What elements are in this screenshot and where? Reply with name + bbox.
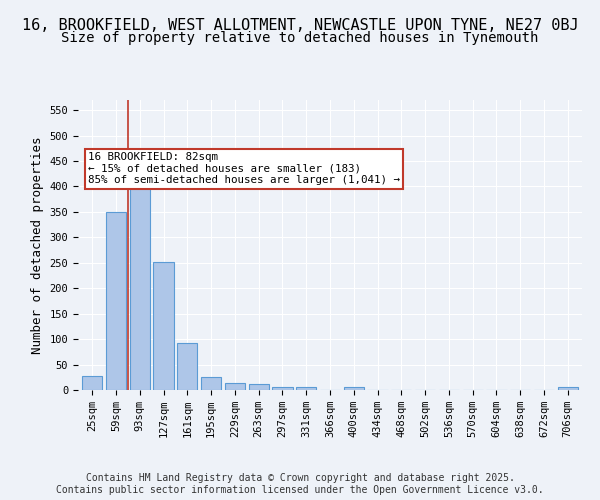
Bar — [106, 212, 126, 390]
Text: 16, BROOKFIELD, WEST ALLOTMENT, NEWCASTLE UPON TYNE, NE27 0BJ: 16, BROOKFIELD, WEST ALLOTMENT, NEWCASTL… — [22, 18, 578, 32]
Bar — [272, 387, 293, 390]
Bar — [154, 262, 173, 390]
Bar — [248, 384, 269, 390]
Bar — [177, 342, 197, 390]
Bar — [557, 388, 578, 390]
Text: Size of property relative to detached houses in Tynemouth: Size of property relative to detached ho… — [61, 31, 539, 45]
Bar — [225, 383, 245, 390]
Bar — [344, 388, 364, 390]
Text: 16 BROOKFIELD: 82sqm
← 15% of detached houses are smaller (183)
85% of semi-deta: 16 BROOKFIELD: 82sqm ← 15% of detached h… — [88, 152, 400, 186]
Bar — [296, 387, 316, 390]
Y-axis label: Number of detached properties: Number of detached properties — [31, 136, 44, 354]
Bar — [82, 376, 103, 390]
Bar — [130, 161, 150, 390]
Text: Contains HM Land Registry data © Crown copyright and database right 2025.
Contai: Contains HM Land Registry data © Crown c… — [56, 474, 544, 495]
Bar — [201, 378, 221, 390]
